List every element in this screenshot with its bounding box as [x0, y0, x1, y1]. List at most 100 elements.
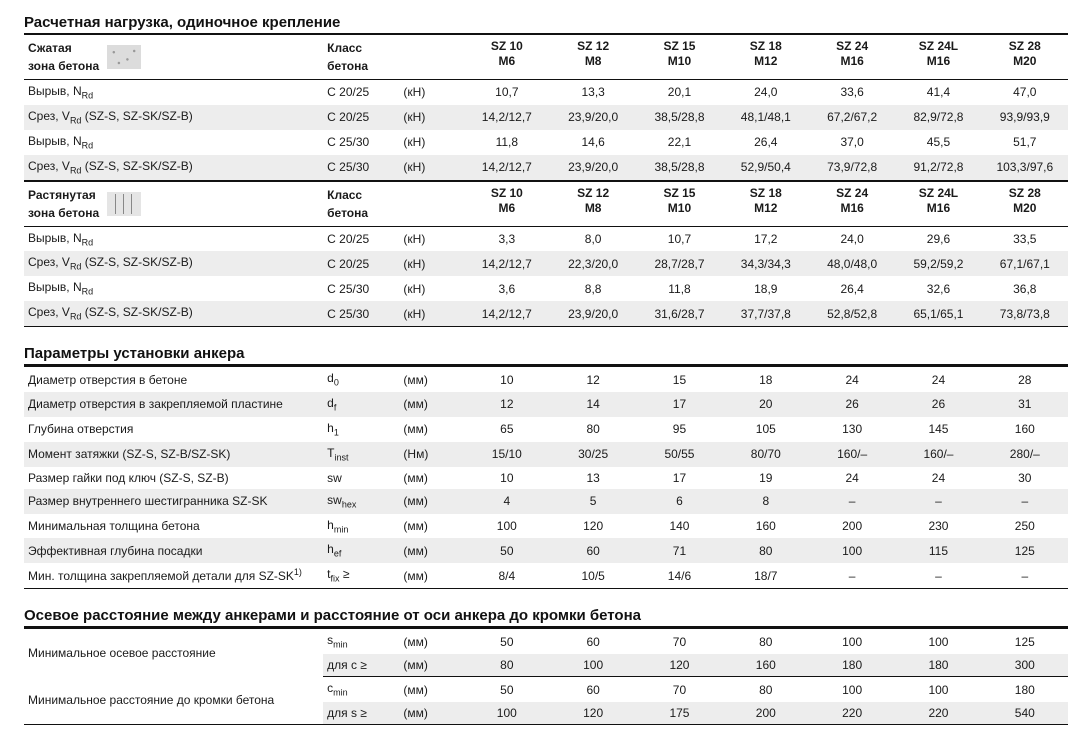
- row-value: 13: [550, 467, 636, 489]
- table-row: Эффективная глубина посадкиhef(мм)506071…: [24, 538, 1068, 563]
- row-value: 41,4: [895, 80, 981, 105]
- row-value: 200: [723, 702, 809, 725]
- row-value: 80: [723, 538, 809, 563]
- row-value: 160/–: [809, 442, 895, 467]
- row-value: 73,9/72,8: [809, 155, 895, 181]
- section1-title: Расчетная нагрузка, одиночное крепление: [24, 14, 1068, 31]
- row-value: 33,6: [809, 80, 895, 105]
- row-value: 91,2/72,8: [895, 155, 981, 181]
- table-row: Срез, VRd (SZ-S, SZ-SK/SZ-B)C 25/30(кН)1…: [24, 155, 1068, 181]
- row-value: 51,7: [982, 130, 1068, 155]
- row-value: 82,9/72,8: [895, 105, 981, 130]
- row-value: 3,6: [464, 276, 550, 301]
- row-value: 100: [464, 514, 550, 539]
- row-unit: (кН): [399, 251, 463, 276]
- row-value: 23,9/20,0: [550, 155, 636, 181]
- row-value: 15: [636, 367, 722, 392]
- row-symbol: h1: [323, 417, 399, 442]
- row-value: 20,1: [636, 80, 722, 105]
- group-label: Минимальное осевое расстояние: [24, 629, 323, 677]
- row-value: 24,0: [809, 226, 895, 251]
- row-unit: (мм): [399, 654, 463, 677]
- table-row: Диаметр отверстия в закрепляемой пластин…: [24, 392, 1068, 417]
- row-value: 93,9/93,9: [982, 105, 1068, 130]
- row-value: 32,6: [895, 276, 981, 301]
- table-row: Срез, VRd (SZ-S, SZ-SK/SZ-B)C 20/25(кН)1…: [24, 105, 1068, 130]
- row-label: Минимальная толщина бетона: [24, 514, 323, 539]
- row-value: 17: [636, 467, 722, 489]
- row-value: 11,8: [464, 130, 550, 155]
- row-value: 30: [982, 467, 1068, 489]
- row-label: Вырыв, NRd: [24, 130, 323, 155]
- row-symbol: C 25/30: [323, 276, 399, 301]
- row-symbol: C 25/30: [323, 130, 399, 155]
- row-symbol: smin: [323, 629, 399, 654]
- row-value: 26: [809, 392, 895, 417]
- row-value: 10: [464, 467, 550, 489]
- row-value: 8: [723, 489, 809, 514]
- row-value: –: [895, 563, 981, 588]
- row-value: 10,7: [636, 226, 722, 251]
- table-row: Глубина отверстияh1(мм)65809510513014516…: [24, 417, 1068, 442]
- row-value: 160: [982, 417, 1068, 442]
- row-value: –: [982, 489, 1068, 514]
- row-value: 38,5/28,8: [636, 155, 722, 181]
- row-unit: (кН): [399, 155, 463, 181]
- row-symbol: C 20/25: [323, 226, 399, 251]
- row-unit: (кН): [399, 276, 463, 301]
- row-value: 18,9: [723, 276, 809, 301]
- row-value: 8,0: [550, 226, 636, 251]
- row-value: 36,8: [982, 276, 1068, 301]
- row-value: 10/5: [550, 563, 636, 588]
- row-symbol: для с ≥: [323, 654, 399, 677]
- row-label: Диаметр отверстия в бетоне: [24, 367, 323, 392]
- row-value: 175: [636, 702, 722, 725]
- row-value: 26: [895, 392, 981, 417]
- row-label: Вырыв, NRd: [24, 80, 323, 105]
- row-value: 18: [723, 367, 809, 392]
- row-value: 13,3: [550, 80, 636, 105]
- row-label: Срез, VRd (SZ-S, SZ-SK/SZ-B): [24, 105, 323, 130]
- row-value: 50: [464, 538, 550, 563]
- row-unit: (мм): [399, 514, 463, 539]
- row-symbol: swhex: [323, 489, 399, 514]
- row-label: Глубина отверстия: [24, 417, 323, 442]
- row-value: –: [982, 563, 1068, 588]
- row-value: 100: [550, 654, 636, 677]
- row-unit: (мм): [399, 629, 463, 654]
- row-value: 48,1/48,1: [723, 105, 809, 130]
- row-value: 80: [464, 654, 550, 677]
- loads-table: Сжатаязона бетона Классбетона SZ 10M6 SZ…: [24, 33, 1068, 327]
- row-label: Срез, VRd (SZ-S, SZ-SK/SZ-B): [24, 155, 323, 181]
- row-value: 10: [464, 367, 550, 392]
- table-row: Размер внутреннего шестигранника SZ-SKsw…: [24, 489, 1068, 514]
- row-symbol: C 20/25: [323, 105, 399, 130]
- row-value: 220: [809, 702, 895, 725]
- table-row: Минимальное осевое расстояниеsmin(мм)506…: [24, 629, 1068, 654]
- row-value: 10,7: [464, 80, 550, 105]
- row-symbol: C 25/30: [323, 155, 399, 181]
- row-value: 100: [464, 702, 550, 725]
- row-value: 120: [550, 702, 636, 725]
- row-value: 14,2/12,7: [464, 155, 550, 181]
- row-symbol: C 25/30: [323, 301, 399, 326]
- table-row: Срез, VRd (SZ-S, SZ-SK/SZ-B)C 25/30(кН)1…: [24, 301, 1068, 326]
- row-value: 50: [464, 677, 550, 702]
- loads-header-tension: Растянутаязона бетона Классбетона SZ 10M…: [24, 181, 1068, 227]
- row-unit: (мм): [399, 392, 463, 417]
- table-row: Мин. толщина закрепляемой детали для SZ-…: [24, 563, 1068, 588]
- row-value: 73,8/73,8: [982, 301, 1068, 326]
- row-value: 70: [636, 629, 722, 654]
- row-value: 37,7/37,8: [723, 301, 809, 326]
- row-value: 100: [895, 629, 981, 654]
- row-value: 200: [809, 514, 895, 539]
- row-value: 22,3/20,0: [550, 251, 636, 276]
- row-value: 24: [895, 467, 981, 489]
- row-value: 26,4: [809, 276, 895, 301]
- row-label: Срез, VRd (SZ-S, SZ-SK/SZ-B): [24, 301, 323, 326]
- row-value: 100: [809, 677, 895, 702]
- table-row: Вырыв, NRdC 20/25(кН)3,38,010,717,224,02…: [24, 226, 1068, 251]
- table-row: Вырыв, NRdC 25/30(кН)3,68,811,818,926,43…: [24, 276, 1068, 301]
- row-unit: (кН): [399, 226, 463, 251]
- row-value: 160: [723, 514, 809, 539]
